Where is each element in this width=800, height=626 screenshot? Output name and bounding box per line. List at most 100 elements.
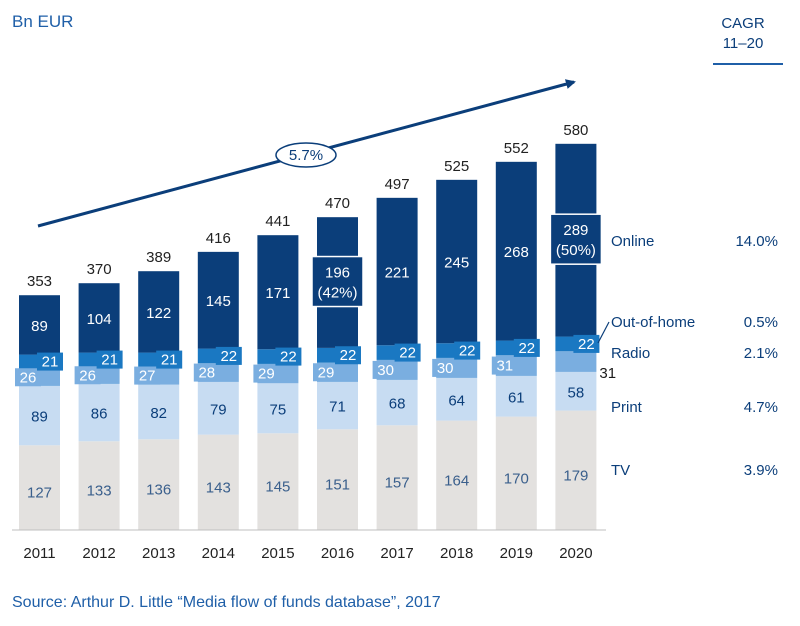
value-label-online-2020: 289 [563, 222, 588, 239]
bar-segment-tv-2020 [555, 410, 597, 530]
value-label-ooh-2012: 21 [101, 352, 118, 369]
bar-segment-online-2013 [138, 271, 180, 353]
radio-label-box-2011 [15, 368, 41, 387]
total-label-2013: 389 [146, 249, 171, 266]
cagr-value-online: 14.0% [735, 233, 778, 250]
radio-label-box-2018 [432, 358, 459, 377]
ooh-label-box-2019 [513, 338, 540, 357]
radio-label-box-2015 [253, 364, 280, 383]
legend-label-radio: Radio [611, 345, 650, 362]
bar-segment-tv-2012 [78, 441, 120, 530]
radio-label-box-2012 [74, 366, 101, 385]
total-label-2017: 497 [385, 176, 410, 193]
value-label-print-2012: 86 [91, 406, 108, 423]
value-label-ooh-2020: 22 [578, 336, 595, 353]
year-label-2015: 2015 [261, 545, 294, 562]
year-label-2018: 2018 [440, 545, 473, 562]
value-label-print-2016: 71 [329, 399, 346, 416]
cagr-value-tv: 3.9% [744, 462, 778, 479]
value-label-print-2018: 64 [448, 392, 465, 409]
cagr-header-line2: 11–20 [722, 35, 764, 52]
value-label-print-2013: 82 [150, 405, 167, 422]
total-label-2016: 470 [325, 195, 350, 212]
radio-label-box-2014 [193, 363, 220, 382]
value-label-print-2015: 75 [270, 401, 287, 418]
bar-segment-tv-2013 [138, 439, 180, 530]
value-label-radio-2014: 28 [198, 365, 215, 382]
total-label-2018: 525 [444, 158, 469, 175]
value-label-online-2012: 104 [87, 311, 112, 328]
growth-label: 5.7% [289, 147, 323, 164]
value-label-online-2016: 196 [325, 265, 350, 282]
cagr-header-line1: CAGR [721, 15, 765, 32]
total-label-2014: 416 [206, 230, 231, 247]
value-label-ooh-2014: 22 [220, 348, 237, 365]
value-label-online-2014: 145 [206, 293, 231, 310]
legend-label-online: Online [611, 233, 654, 250]
legend-label-out-of-home: Out-of-home [611, 314, 695, 331]
bar-segment-tv-2017 [376, 425, 418, 530]
bar-segment-tv-2011 [19, 445, 60, 530]
value-label-radio-2020: 31 [599, 365, 616, 382]
bar-segment-tv-2019 [495, 416, 537, 530]
year-label-2019: 2019 [500, 545, 533, 562]
value-label-ooh-2015: 22 [280, 349, 297, 366]
value-label-tv-2012: 133 [87, 483, 112, 500]
total-label-2012: 370 [87, 261, 112, 278]
year-label-2014: 2014 [202, 545, 235, 562]
bar-segment-print-2013 [138, 384, 180, 440]
legend-label-tv: TV [611, 462, 630, 479]
value-label-ooh-2018: 22 [459, 343, 476, 360]
year-label-2012: 2012 [82, 545, 115, 562]
value-label-radio-2016: 29 [318, 364, 335, 381]
value-label-radio-2012: 26 [79, 367, 96, 384]
radio-label-box-2019 [491, 356, 518, 375]
value-label-online-2017: 221 [385, 265, 410, 282]
value-label-tv-2011: 127 [27, 485, 52, 502]
value-label-radio-2013: 27 [139, 368, 156, 385]
bar-segment-tv-2014 [197, 434, 239, 530]
value-label-online-2011: 89 [31, 318, 48, 335]
ooh-leader-line [597, 321, 610, 344]
bar-segment-online-2017 [376, 197, 418, 346]
value-label-radio-2015: 29 [258, 366, 275, 383]
value-label-ooh-2017: 22 [399, 345, 416, 362]
value-label-tv-2020: 179 [563, 467, 588, 484]
year-label-2020: 2020 [559, 545, 592, 562]
bar-segment-print-2017 [376, 379, 418, 426]
cagr-value-radio: 2.1% [744, 345, 778, 362]
value-label-print-2014: 79 [210, 401, 227, 418]
bar-segment-tv-2018 [436, 420, 478, 530]
cagr-value-print: 4.7% [744, 399, 778, 416]
bar-segment-print-2014 [197, 381, 239, 435]
bar-segment-print-2020 [555, 371, 597, 411]
value-label-radio-2017: 30 [377, 362, 394, 379]
total-label-2020: 580 [563, 122, 588, 139]
bar-segment-online-2019 [495, 161, 537, 341]
value-label-ooh-2013: 21 [161, 352, 178, 369]
legend-label-print: Print [611, 399, 643, 416]
total-label-2015: 441 [265, 213, 290, 230]
bar-segment-online-2014 [197, 251, 239, 349]
value-label-online-2013: 122 [146, 305, 171, 322]
value-label-ooh-2016: 22 [340, 347, 357, 364]
bar-segment-print-2018 [436, 377, 478, 421]
total-label-2011: 353 [27, 273, 52, 290]
value-label-print-2019: 61 [508, 389, 525, 406]
value-label-radio-2018: 30 [437, 360, 454, 377]
year-label-2016: 2016 [321, 545, 354, 562]
ooh-label-box-2013 [156, 350, 183, 369]
value-label-print-2020: 58 [568, 384, 585, 401]
value-label-tv-2015: 145 [265, 479, 290, 496]
total-label-2019: 552 [504, 140, 529, 157]
radio-label-box-2013 [134, 366, 161, 385]
bar-segment-online-2011 [19, 295, 60, 355]
unit-label: Bn EUR [12, 12, 74, 31]
value-label-online-2015: 171 [265, 285, 290, 302]
online-share-label-2016: (42%) [317, 285, 357, 302]
value-label-tv-2019: 170 [504, 470, 529, 487]
ooh-label-box-2017 [394, 343, 421, 362]
value-label-radio-2011: 26 [20, 369, 37, 386]
value-label-print-2011: 89 [31, 409, 48, 426]
year-label-2017: 2017 [380, 545, 413, 562]
